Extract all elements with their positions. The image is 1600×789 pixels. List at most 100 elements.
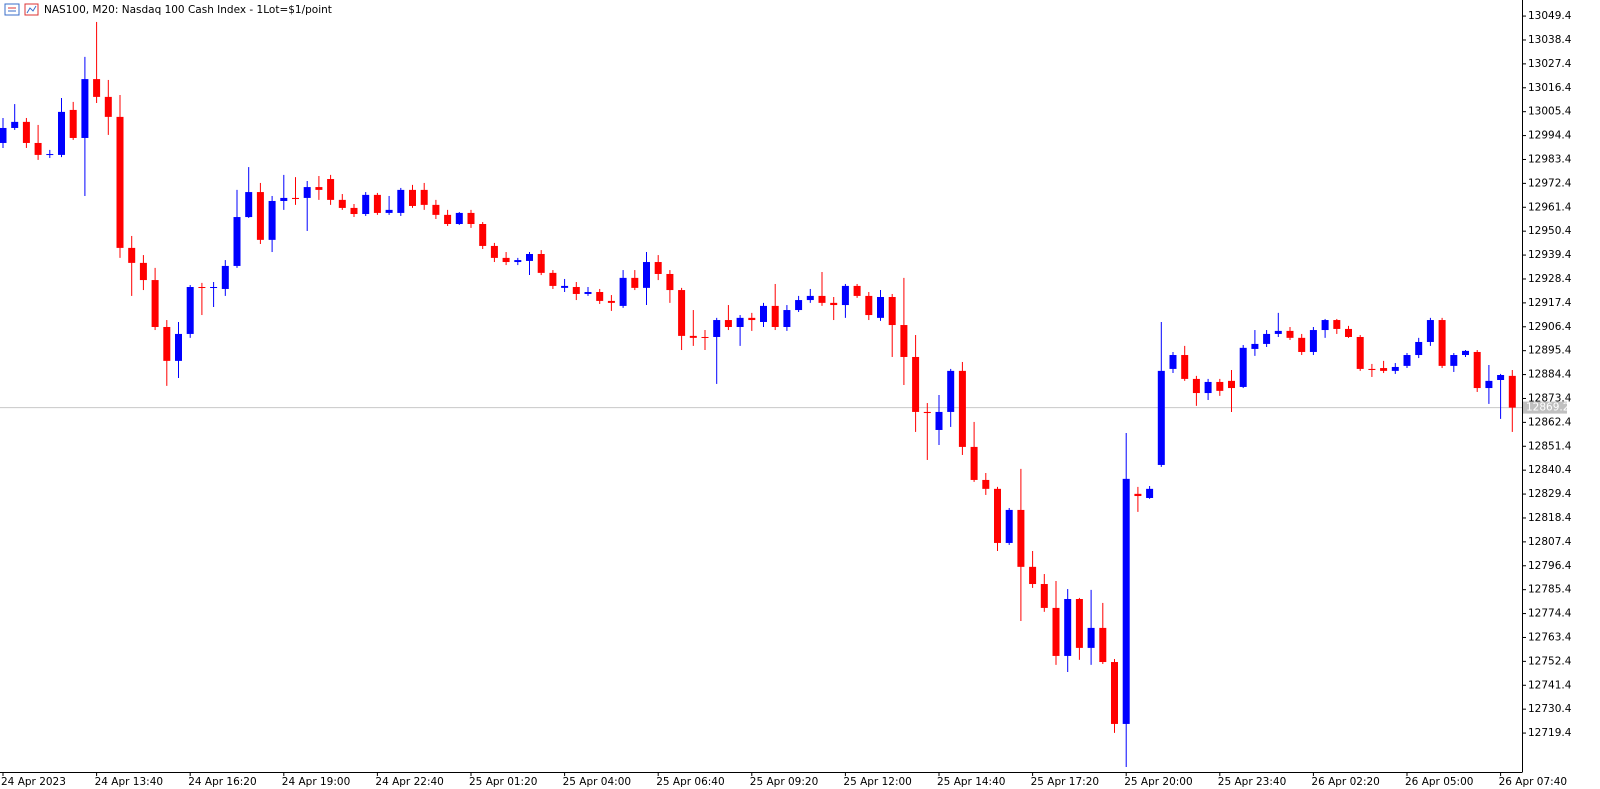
x-tick-label: 25 Apr 17:20 <box>1031 776 1099 788</box>
candle-body <box>233 217 241 266</box>
chart-title: NAS100, M20: Nasdaq 100 Cash Index - 1Lo… <box>44 4 332 16</box>
candle-body <box>151 280 159 327</box>
candle-body <box>1075 599 1083 648</box>
candle-body <box>1169 355 1177 369</box>
candle-body <box>1017 509 1025 567</box>
candles <box>0 21 1516 767</box>
y-tick-label: 13027.4 <box>1528 58 1572 70</box>
x-tick-label: 26 Apr 02:20 <box>1311 776 1379 788</box>
candle-body <box>490 245 498 258</box>
candle-body <box>1181 355 1189 379</box>
candle-body <box>198 287 206 289</box>
candle-body <box>1462 350 1469 356</box>
candle-body <box>362 194 370 215</box>
y-tick-label: 12763.4 <box>1528 631 1572 643</box>
candle-body <box>549 272 557 286</box>
candle-body <box>1204 381 1212 394</box>
candle-body <box>455 212 463 225</box>
candle-body <box>1391 366 1399 371</box>
candle-body <box>1485 380 1493 389</box>
y-tick-label: 12752.4 <box>1528 655 1572 667</box>
candle-body <box>175 333 182 361</box>
y-tick-label: 12906.4 <box>1528 321 1572 333</box>
candle-body <box>1286 330 1294 338</box>
candle-body <box>0 127 7 143</box>
icon-chart-line <box>26 5 37 14</box>
candle-body <box>163 326 171 361</box>
x-tick-label: 25 Apr 06:40 <box>656 776 724 788</box>
candle-body <box>619 277 627 306</box>
candle-body <box>1497 375 1505 381</box>
y-tick-label: 12807.4 <box>1528 536 1572 548</box>
candle-body <box>1321 320 1329 331</box>
x-tick-label: 24 Apr 2023 <box>1 776 66 788</box>
candle-body <box>22 121 30 143</box>
y-tick-label: 12851.4 <box>1528 440 1572 452</box>
candle-body <box>818 295 826 303</box>
candle-body <box>327 179 335 200</box>
y-tick-label: 13016.4 <box>1528 82 1572 94</box>
candle-body <box>678 290 686 336</box>
candle-body <box>736 317 744 327</box>
candle-body <box>666 273 674 291</box>
candle-body <box>795 300 803 311</box>
candle-body <box>81 79 89 138</box>
candle-body <box>245 192 253 218</box>
x-tick-label: 26 Apr 07:40 <box>1499 776 1567 788</box>
candle-body <box>104 96 112 117</box>
y-tick-label: 12796.4 <box>1528 560 1572 572</box>
candle-body <box>724 320 732 327</box>
candle-body <box>572 287 580 294</box>
candle-body <box>584 292 592 294</box>
x-tick-label: 24 Apr 19:00 <box>282 776 350 788</box>
current-price-box <box>1523 401 1567 414</box>
candle-body <box>397 189 405 213</box>
candle-body <box>385 209 393 213</box>
candle-body <box>58 111 65 155</box>
candle-body <box>1309 330 1317 352</box>
candle-body <box>315 187 323 190</box>
candle-body <box>1157 370 1165 465</box>
candle-body <box>46 154 54 156</box>
candle-body <box>912 356 920 412</box>
candle-body <box>596 292 604 301</box>
candle-body <box>841 285 849 306</box>
candle-body <box>982 479 990 489</box>
x-tick-label: 25 Apr 01:20 <box>469 776 537 788</box>
candle-body <box>116 116 124 248</box>
candle-body <box>689 335 697 338</box>
candle-body <box>1239 347 1247 387</box>
x-tick-label: 25 Apr 12:00 <box>843 776 911 788</box>
candle-body <box>1111 662 1118 724</box>
y-tick-label: 12972.4 <box>1528 177 1572 189</box>
candle-body <box>806 295 814 301</box>
candle-body <box>1052 607 1060 656</box>
candle-body <box>1251 343 1259 349</box>
candle-body <box>526 253 533 261</box>
candle-body <box>128 247 136 263</box>
candle-body <box>1087 627 1095 648</box>
y-tick-label: 12719.4 <box>1528 727 1572 739</box>
x-tick-label: 24 Apr 16:20 <box>188 776 256 788</box>
candle-body <box>1005 509 1013 543</box>
candle-body <box>280 197 288 201</box>
candle-body <box>830 302 838 306</box>
candle-body <box>923 411 931 414</box>
y-tick-label: 12895.4 <box>1528 345 1572 357</box>
candle-body <box>1122 478 1130 724</box>
y-tick-label: 12950.4 <box>1528 225 1572 237</box>
candle-body <box>1029 566 1037 585</box>
candle-body <box>1040 584 1048 608</box>
candle-body <box>502 257 510 263</box>
y-tick-label: 13049.4 <box>1528 10 1572 22</box>
candle-body <box>256 192 264 240</box>
candle-body <box>69 109 77 138</box>
candle-body <box>1216 381 1224 391</box>
candle-body <box>1450 355 1458 366</box>
candle-body <box>748 317 756 321</box>
candle-body <box>947 370 955 412</box>
candle-body <box>303 187 311 198</box>
candle-body <box>139 262 147 281</box>
